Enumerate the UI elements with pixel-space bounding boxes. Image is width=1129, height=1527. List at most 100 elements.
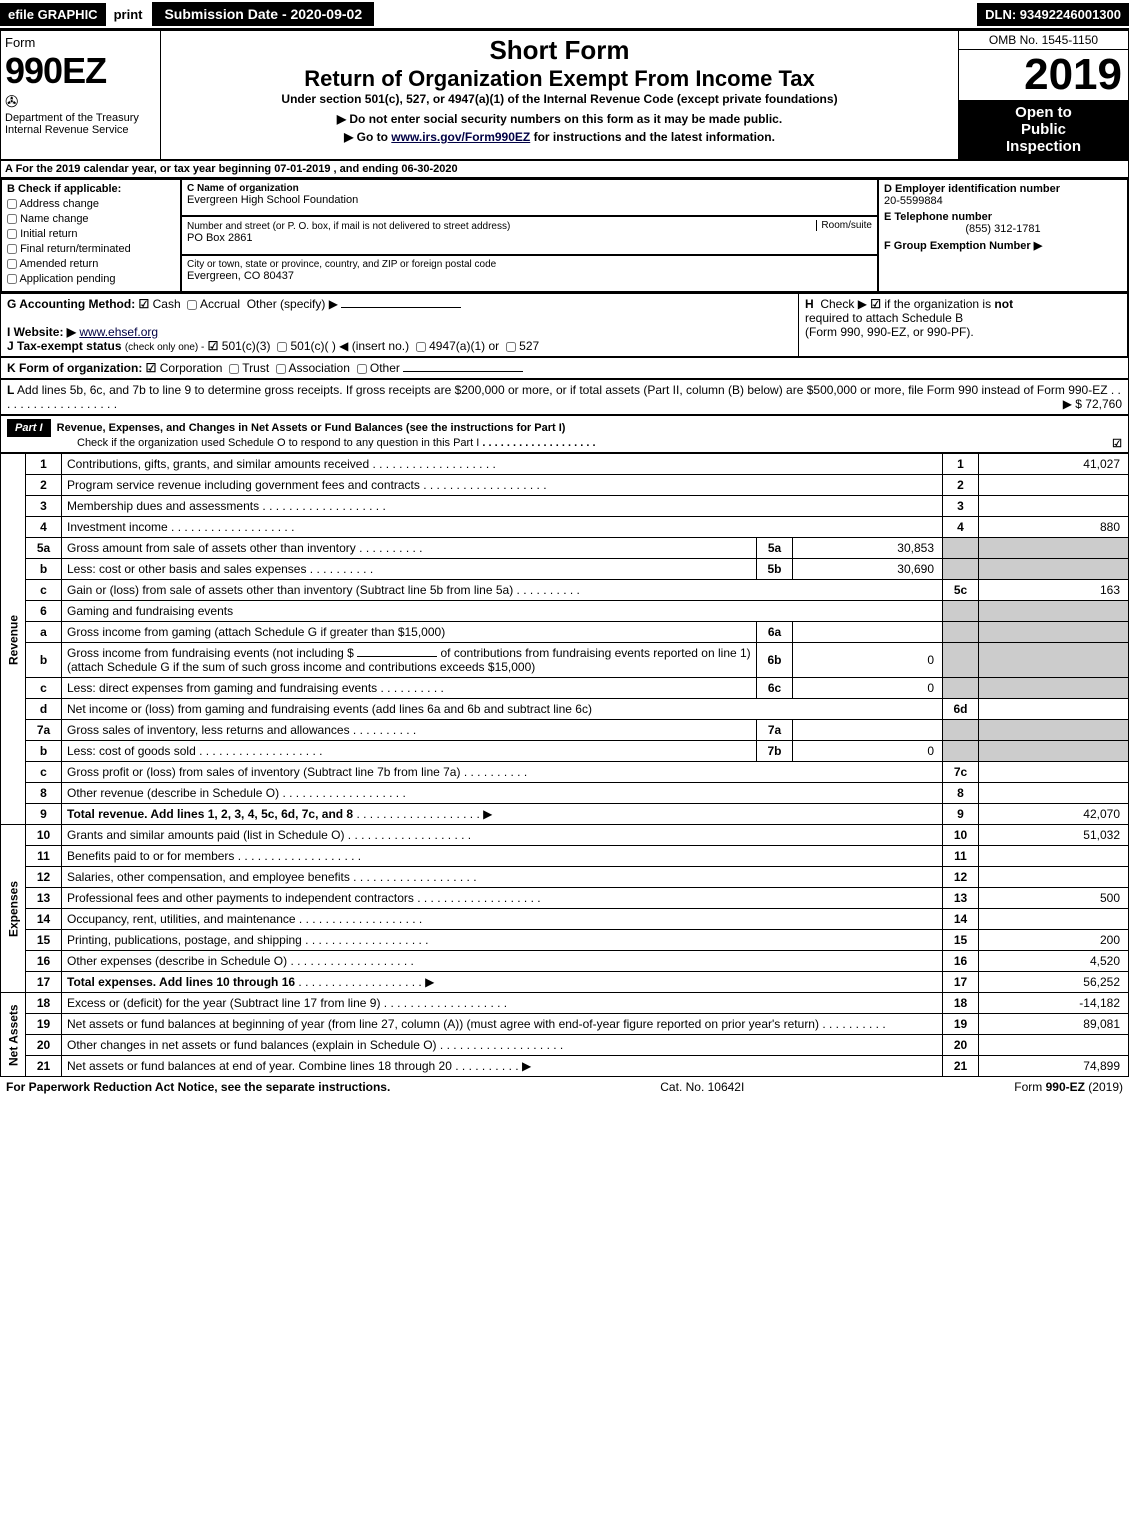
line-6b-blank[interactable] (357, 656, 437, 657)
triangle-icon: ▶ (425, 975, 434, 989)
sub-amount-cell (793, 720, 943, 741)
amount-cell (979, 762, 1129, 783)
open-public-1: Open to (963, 104, 1124, 121)
city-value: Evergreen, CO 80437 (187, 270, 872, 282)
checkbox-application-pending[interactable]: Application pending (7, 273, 175, 285)
table-row: 14 Occupancy, rent, utilities, and maint… (1, 909, 1129, 930)
ein-value: 20-5599884 (884, 195, 1122, 207)
grey-cell (943, 538, 979, 559)
check-501c3-icon: ☑ (208, 339, 222, 353)
table-row: a Gross income from gaming (attach Sched… (1, 622, 1129, 643)
grey-cell (979, 538, 1129, 559)
checkbox-address-change[interactable]: Address change (7, 198, 175, 210)
501c3-label: 501(c)(3) (222, 339, 271, 353)
amount-cell: 74,899 (979, 1056, 1129, 1077)
line-col: 1 (943, 454, 979, 475)
other-org-label: Other (370, 361, 400, 375)
checkbox-accrual[interactable] (187, 300, 197, 310)
open-public-2: Public (963, 121, 1124, 138)
checkbox-name-change-input[interactable] (7, 214, 17, 224)
checkbox-association[interactable] (276, 364, 286, 374)
line-text: Gross income from gaming (attach Schedul… (67, 625, 445, 639)
grey-cell (943, 622, 979, 643)
amount-cell (979, 867, 1129, 888)
line-num: 14 (26, 909, 62, 930)
amount-cell: 880 (979, 517, 1129, 538)
dots-icon (196, 744, 323, 758)
table-row: d Net income or (loss) from gaming and f… (1, 699, 1129, 720)
goto-link[interactable]: www.irs.gov/Form990EZ (391, 130, 530, 144)
checkbox-initial-return-input[interactable] (7, 229, 17, 239)
sub-line-col: 6a (757, 622, 793, 643)
addr-change-label: Address change (19, 198, 99, 210)
amount-cell: 41,027 (979, 454, 1129, 475)
checkbox-app-pending-input[interactable] (7, 274, 17, 284)
line-num: 19 (26, 1014, 62, 1035)
checkbox-501c[interactable] (277, 342, 287, 352)
line-col: 12 (943, 867, 979, 888)
line-text: Net assets or fund balances at end of ye… (67, 1059, 452, 1073)
line-num: 16 (26, 951, 62, 972)
line-h-text3: required to attach Schedule B (805, 311, 963, 325)
checkbox-address-change-input[interactable] (7, 199, 17, 209)
checkbox-final-return[interactable]: Final return/terminated (7, 243, 175, 255)
line-num: 10 (26, 825, 62, 846)
line-col: 13 (943, 888, 979, 909)
part-1-header: Part I Revenue, Expenses, and Changes in… (0, 415, 1129, 453)
line-h-not: not (994, 297, 1013, 311)
table-row: b Less: cost of goods sold 7b 0 (1, 741, 1129, 762)
initial-return-label: Initial return (20, 228, 77, 240)
irs-label: Internal Revenue Service (5, 124, 156, 136)
form-ref-num: 990-EZ (1046, 1080, 1085, 1094)
table-row: 19 Net assets or fund balances at beginn… (1, 1014, 1129, 1035)
line-num: 12 (26, 867, 62, 888)
checkbox-initial-return[interactable]: Initial return (7, 228, 175, 240)
501c-label: 501(c)( ) (290, 339, 335, 353)
line-h-text2: if the organization is (884, 297, 994, 311)
checkbox-4947[interactable] (416, 342, 426, 352)
table-row: b Less: cost or other basis and sales ex… (1, 559, 1129, 580)
section-a-tax-year: A For the 2019 calendar year, or tax yea… (0, 160, 1129, 178)
sub-amount-cell: 30,690 (793, 559, 943, 580)
form-header: Form 990EZ ✇ Department of the Treasury … (0, 30, 1129, 160)
part-1-table: Revenue 1 Contributions, gifts, grants, … (0, 453, 1129, 1077)
line-text: Gross amount from sale of assets other t… (67, 541, 356, 555)
website-link[interactable]: www.ehsef.org (79, 325, 158, 339)
irs-seal-icon: ✇ (5, 92, 156, 112)
grey-cell (979, 601, 1129, 622)
dots-icon (414, 891, 541, 905)
amount-cell (979, 909, 1129, 930)
line-text: Membership dues and assessments (67, 499, 259, 513)
checkbox-other-org[interactable] (357, 364, 367, 374)
insert-no-label: ◀ (insert no.) (339, 339, 409, 353)
print-button[interactable]: print (106, 3, 151, 26)
amount-cell (979, 475, 1129, 496)
line-i-label: I Website: ▶ (7, 325, 76, 339)
checkbox-name-change[interactable]: Name change (7, 213, 175, 225)
under-section-text: Under section 501(c), 527, or 4947(a)(1)… (165, 92, 954, 106)
checkbox-trust[interactable] (229, 364, 239, 374)
amount-cell: 56,252 (979, 972, 1129, 993)
table-row: 20 Other changes in net assets or fund b… (1, 1035, 1129, 1056)
checkbox-527[interactable] (506, 342, 516, 352)
grey-cell (979, 559, 1129, 580)
line-h-label: H (805, 297, 814, 311)
dots-icon (234, 849, 361, 863)
sub-amount-cell: 0 (793, 678, 943, 699)
street-label: Number and street (or P. O. box, if mail… (187, 221, 510, 232)
line-text: Investment income (67, 520, 168, 534)
sub-line-col: 7b (757, 741, 793, 762)
checkbox-amended-return-input[interactable] (7, 259, 17, 269)
app-pending-label: Application pending (19, 273, 115, 285)
line-num: c (26, 762, 62, 783)
dots-icon (356, 541, 423, 555)
other-specify-input[interactable] (341, 307, 461, 308)
amount-cell: 163 (979, 580, 1129, 601)
checkbox-amended-return[interactable]: Amended return (7, 258, 175, 270)
line-col: 21 (943, 1056, 979, 1077)
other-org-input[interactable] (403, 371, 523, 372)
line-num: 7a (26, 720, 62, 741)
line-text: Printing, publications, postage, and shi… (67, 933, 302, 947)
line-col: 3 (943, 496, 979, 517)
checkbox-final-return-input[interactable] (7, 244, 17, 254)
